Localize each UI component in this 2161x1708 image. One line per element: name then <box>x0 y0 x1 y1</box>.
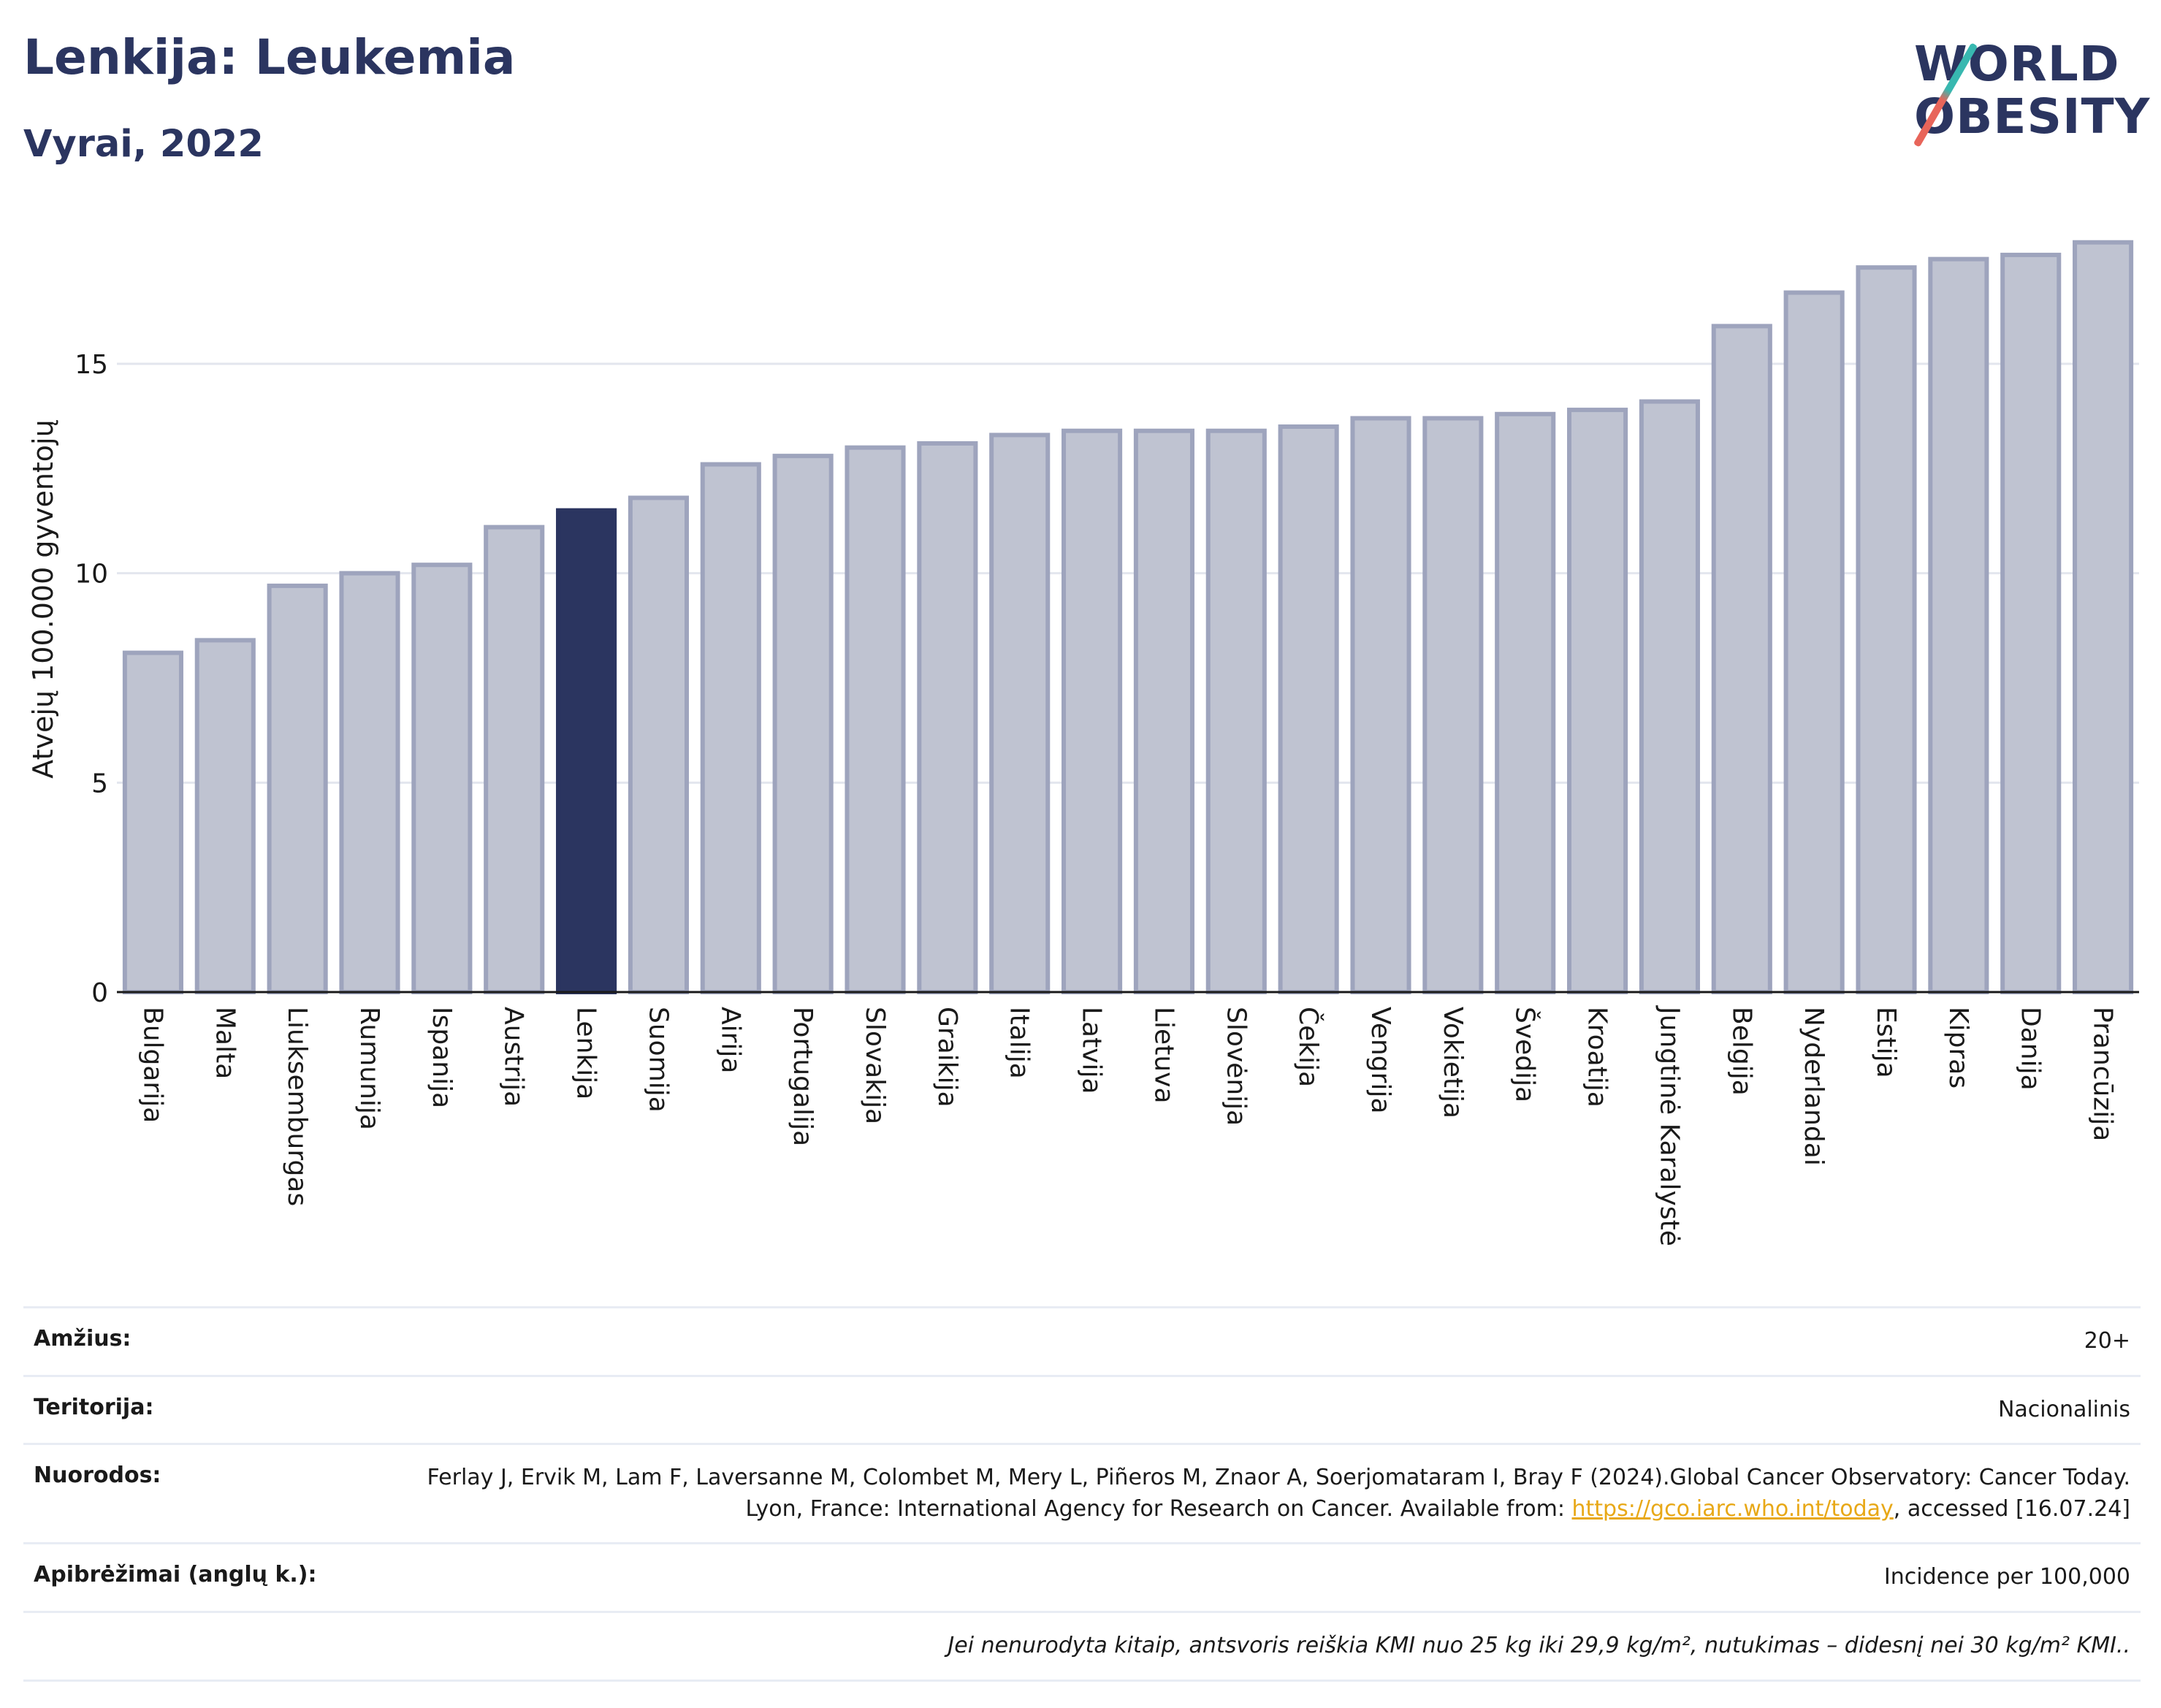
bar-bulgarija <box>122 650 183 994</box>
x-tick-label: Airija <box>715 1007 745 1074</box>
bar-švedija <box>1495 411 1556 994</box>
territory-value: Nacionalinis <box>1997 1396 2130 1422</box>
bar-liuksemburgas <box>267 583 328 994</box>
meta-row-age: Amžius: 20+ <box>23 1306 2141 1375</box>
references-link[interactable]: https://gco.iarc.who.int/today <box>1571 1495 1894 1522</box>
bar-čekija <box>1278 424 1339 994</box>
x-tick-label: Austrija <box>499 1007 529 1107</box>
bar-danija <box>2000 252 2062 994</box>
territory-label: Teritorija: <box>34 1394 154 1420</box>
y-tick-label: 0 <box>91 978 108 1008</box>
bar-jungtinė-karalystė <box>1639 399 1700 995</box>
bar-suomija <box>628 495 689 994</box>
bar-belgija <box>1711 324 1772 994</box>
note-text: Jei nenurodyta kitaip, antsvoris reiškia… <box>948 1632 2130 1658</box>
x-tick-label: Danija <box>2016 1007 2046 1091</box>
x-tick-label: Jungtinė Karalystė <box>1654 1005 1684 1246</box>
bar-malta <box>194 638 256 995</box>
y-tick-label: 5 <box>91 769 108 798</box>
bar-latvija <box>1062 428 1123 994</box>
logo-text-obesity: OBESITY <box>1914 88 2151 145</box>
x-tick-label: Portugalija <box>788 1007 817 1146</box>
x-tick-label: Liuksemburgas <box>282 1007 312 1206</box>
bar-slovakija <box>845 445 906 994</box>
bar-estija <box>1856 265 1917 994</box>
bar-graikija <box>917 441 978 994</box>
bar-ispanija <box>411 563 473 994</box>
age-value: 20+ <box>2084 1328 2130 1354</box>
chart-title: Lenkija: Leukemia <box>23 29 516 85</box>
bar-vengrija <box>1350 416 1411 994</box>
x-tick-label: Malta <box>210 1007 240 1079</box>
bar-kroatija <box>1567 408 1628 995</box>
x-tick-label: Latvija <box>1077 1007 1107 1094</box>
age-label: Amžius: <box>34 1326 132 1351</box>
meta-row-definitions: Apibrėžimai (anglų k.): Incidence per 10… <box>23 1542 2141 1611</box>
references-text: Ferlay J, Ervik M, Lam F, Laversanne M, … <box>427 1465 2130 1522</box>
bar-prancūzija <box>2073 240 2134 995</box>
logo-text-world: WORLD <box>1914 36 2120 92</box>
bar-lenkija <box>556 508 617 994</box>
chart-subtitle: Vyrai, 2022 <box>23 123 264 166</box>
x-tick-label: Slovakija <box>860 1007 890 1124</box>
bar-rumunija <box>339 571 400 994</box>
y-axis-label: Atvejų 100.000 gyventojų <box>27 419 59 778</box>
x-tick-label: Vokietija <box>1438 1007 1468 1118</box>
x-tick-label: Estija <box>1871 1007 1901 1078</box>
bar-nyderlandai <box>1783 290 1845 995</box>
x-tick-label: Ispanija <box>427 1007 457 1108</box>
x-tick-label: Vengrija <box>1365 1007 1395 1114</box>
references-accessed: , accessed [16.07.24] <box>1893 1495 2130 1522</box>
bar-kipras <box>1928 256 1989 994</box>
x-tick-label: Lenkija <box>571 1007 601 1099</box>
x-tick-label: Kipras <box>1943 1007 1973 1089</box>
meta-row-territory: Teritorija: Nacionalinis <box>23 1374 2141 1444</box>
bar-airija <box>700 462 761 995</box>
x-tick-label: Italija <box>1005 1007 1034 1079</box>
definitions-value: Incidence per 100,000 <box>1883 1564 2130 1590</box>
x-tick-label: Nyderlandai <box>1799 1007 1829 1166</box>
bars <box>122 240 2134 995</box>
axes: 0 5 10 15 Bulgarija Malta Liuksemburgas Rumunij… <box>75 350 2139 1246</box>
bar-slovėnija <box>1205 428 1267 994</box>
x-tick-label: Čekija <box>1293 1007 1324 1087</box>
bar-chart: 0 5 10 15 Bulgarija Malta Liuksemburgas Rumunij… <box>27 240 2139 1246</box>
x-tick-label: Kroatija <box>1582 1007 1612 1107</box>
bar-lietuva <box>1133 428 1194 994</box>
x-tick-label: Rumunija <box>354 1007 384 1130</box>
x-tick-label: Graikija <box>932 1007 962 1107</box>
x-tick-label: Belgija <box>1726 1007 1756 1096</box>
meta-row-references: Nuorodos: Ferlay J, Ervik M, Lam F, Lave… <box>23 1443 2141 1542</box>
x-tick-label: Švedija <box>1510 1007 1541 1102</box>
bar-vokietija <box>1422 416 1484 994</box>
world-obesity-logo: WORLD OBESITY <box>1899 33 2151 157</box>
definitions-label: Apibrėžimai (anglų k.): <box>34 1562 317 1588</box>
x-tick-label: Slovėnija <box>1221 1007 1251 1126</box>
x-tick-label: Suomija <box>643 1007 673 1113</box>
bar-austrija <box>484 525 545 995</box>
references-value: Ferlay J, Ervik M, Lam F, Laversanne M, … <box>377 1463 2130 1525</box>
bar-italija <box>989 432 1051 994</box>
bar-portugalija <box>772 454 834 994</box>
meta-row-note: Jei nenurodyta kitaip, antsvoris reiškia… <box>23 1610 2141 1682</box>
references-label: Nuorodos: <box>34 1463 161 1489</box>
y-tick-label: 15 <box>75 350 108 380</box>
y-tick-label: 10 <box>75 560 108 590</box>
x-tick-label: Lietuva <box>1148 1007 1178 1104</box>
x-tick-label: Prancūzija <box>2088 1007 2118 1141</box>
x-tick-label: Bulgarija <box>137 1007 167 1123</box>
metadata-table: Amžius: 20+ Teritorija: Nacionalinis Nuo… <box>23 1306 2141 1682</box>
